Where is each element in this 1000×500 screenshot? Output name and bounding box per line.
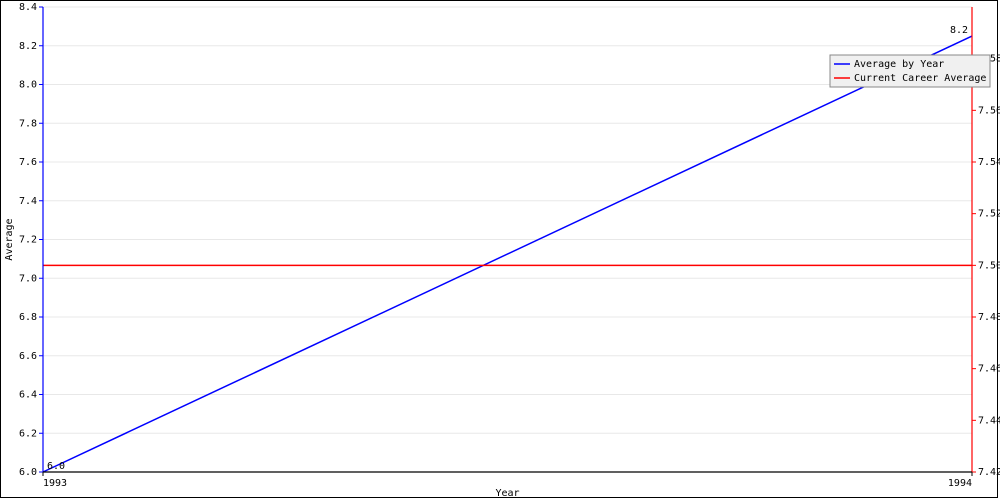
chart-outer-border bbox=[0, 0, 998, 498]
dual-axis-line-chart: 6.08.26.06.26.46.66.87.07.27.47.67.88.08… bbox=[0, 0, 1000, 500]
